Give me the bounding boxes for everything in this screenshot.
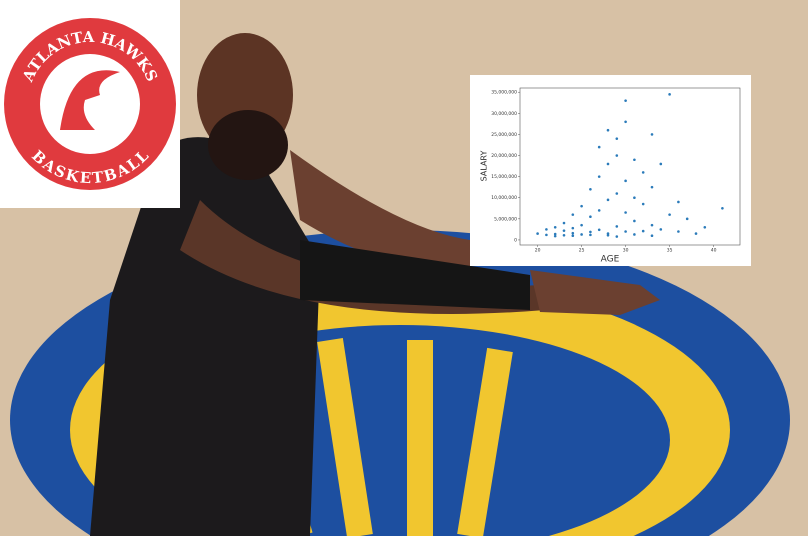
point [589,215,592,219]
x-tick-label: 25 [579,248,585,254]
point [580,223,583,227]
point [668,93,671,96]
y-tick-label: 30,000,000 [491,111,517,117]
point [571,226,575,230]
y-tick-label: 25,000,000 [491,132,517,138]
point [615,225,619,228]
point [641,202,645,206]
point [685,217,689,221]
point [633,233,636,236]
point [536,232,539,235]
point [650,185,654,189]
point [597,175,601,178]
point [624,179,627,183]
point [624,99,627,102]
point [553,234,557,238]
point [606,162,610,166]
y-tick-label: 5,000,000 [494,216,517,222]
point [703,225,707,229]
point [677,230,680,233]
x-tick-label: 30 [623,248,629,254]
point [615,137,619,140]
chart-panel [470,75,751,266]
point [606,233,610,237]
point [721,206,724,210]
point [571,231,575,235]
point [641,229,645,233]
point [615,235,619,238]
y-tick-label: 10,000,000 [491,195,517,201]
point [650,234,654,238]
point [624,120,627,124]
point [562,233,566,237]
point [633,158,636,162]
scatter-chart: AGE SALARY 0 5,000,000 10,000,000 15,000,00… [470,75,751,266]
point [553,232,557,236]
y-tick-label: 0 [514,237,517,243]
x-tick-label: 40 [711,248,717,254]
point [615,154,619,157]
hawks-logo: ATLANTA HAWKS BASKETBALL [0,0,180,208]
point [580,233,583,236]
y-tick-label: 35,000,000 [491,90,517,96]
point [659,228,663,231]
point [597,209,601,212]
point [597,145,601,149]
player [90,33,660,536]
y-tick-label: 15,000,000 [491,174,517,180]
point [659,162,663,166]
point [615,192,619,195]
point [562,229,566,232]
point [650,223,654,227]
point [633,196,636,200]
point [545,233,548,237]
point [694,232,698,235]
point [589,233,592,237]
point [650,133,654,136]
point [624,211,627,214]
point [580,204,583,208]
point [571,234,575,238]
point [624,230,627,233]
point [589,187,592,191]
point [545,228,548,231]
point [641,171,645,174]
point [633,219,636,223]
x-axis-label: AGE [601,255,620,265]
y-axis-label: SALARY [480,151,489,182]
point [597,228,601,232]
x-tick-label: 20 [535,248,541,254]
y-tick-label: 20,000,000 [491,153,517,159]
point [562,221,566,225]
x-tick-label: 35 [667,248,673,254]
point [677,200,680,204]
point [571,213,575,216]
point [606,128,610,132]
point [606,198,610,202]
point [589,230,592,234]
point [553,225,557,229]
point [668,213,671,216]
plot-frame [519,87,741,246]
